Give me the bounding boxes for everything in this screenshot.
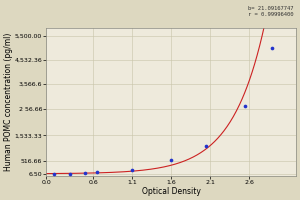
Text: b= 21.09167747
r = 0.99996400: b= 21.09167747 r = 0.99996400 <box>248 6 294 17</box>
Point <box>243 104 248 108</box>
Point <box>270 47 275 50</box>
X-axis label: Optical Density: Optical Density <box>142 187 201 196</box>
Point <box>83 171 88 175</box>
Point <box>169 158 174 161</box>
Point <box>52 172 57 175</box>
Point <box>204 145 208 148</box>
Point <box>95 171 100 174</box>
Y-axis label: Human POMC concentration (pg/ml): Human POMC concentration (pg/ml) <box>4 33 13 171</box>
Point <box>130 168 135 171</box>
Point <box>68 172 72 175</box>
